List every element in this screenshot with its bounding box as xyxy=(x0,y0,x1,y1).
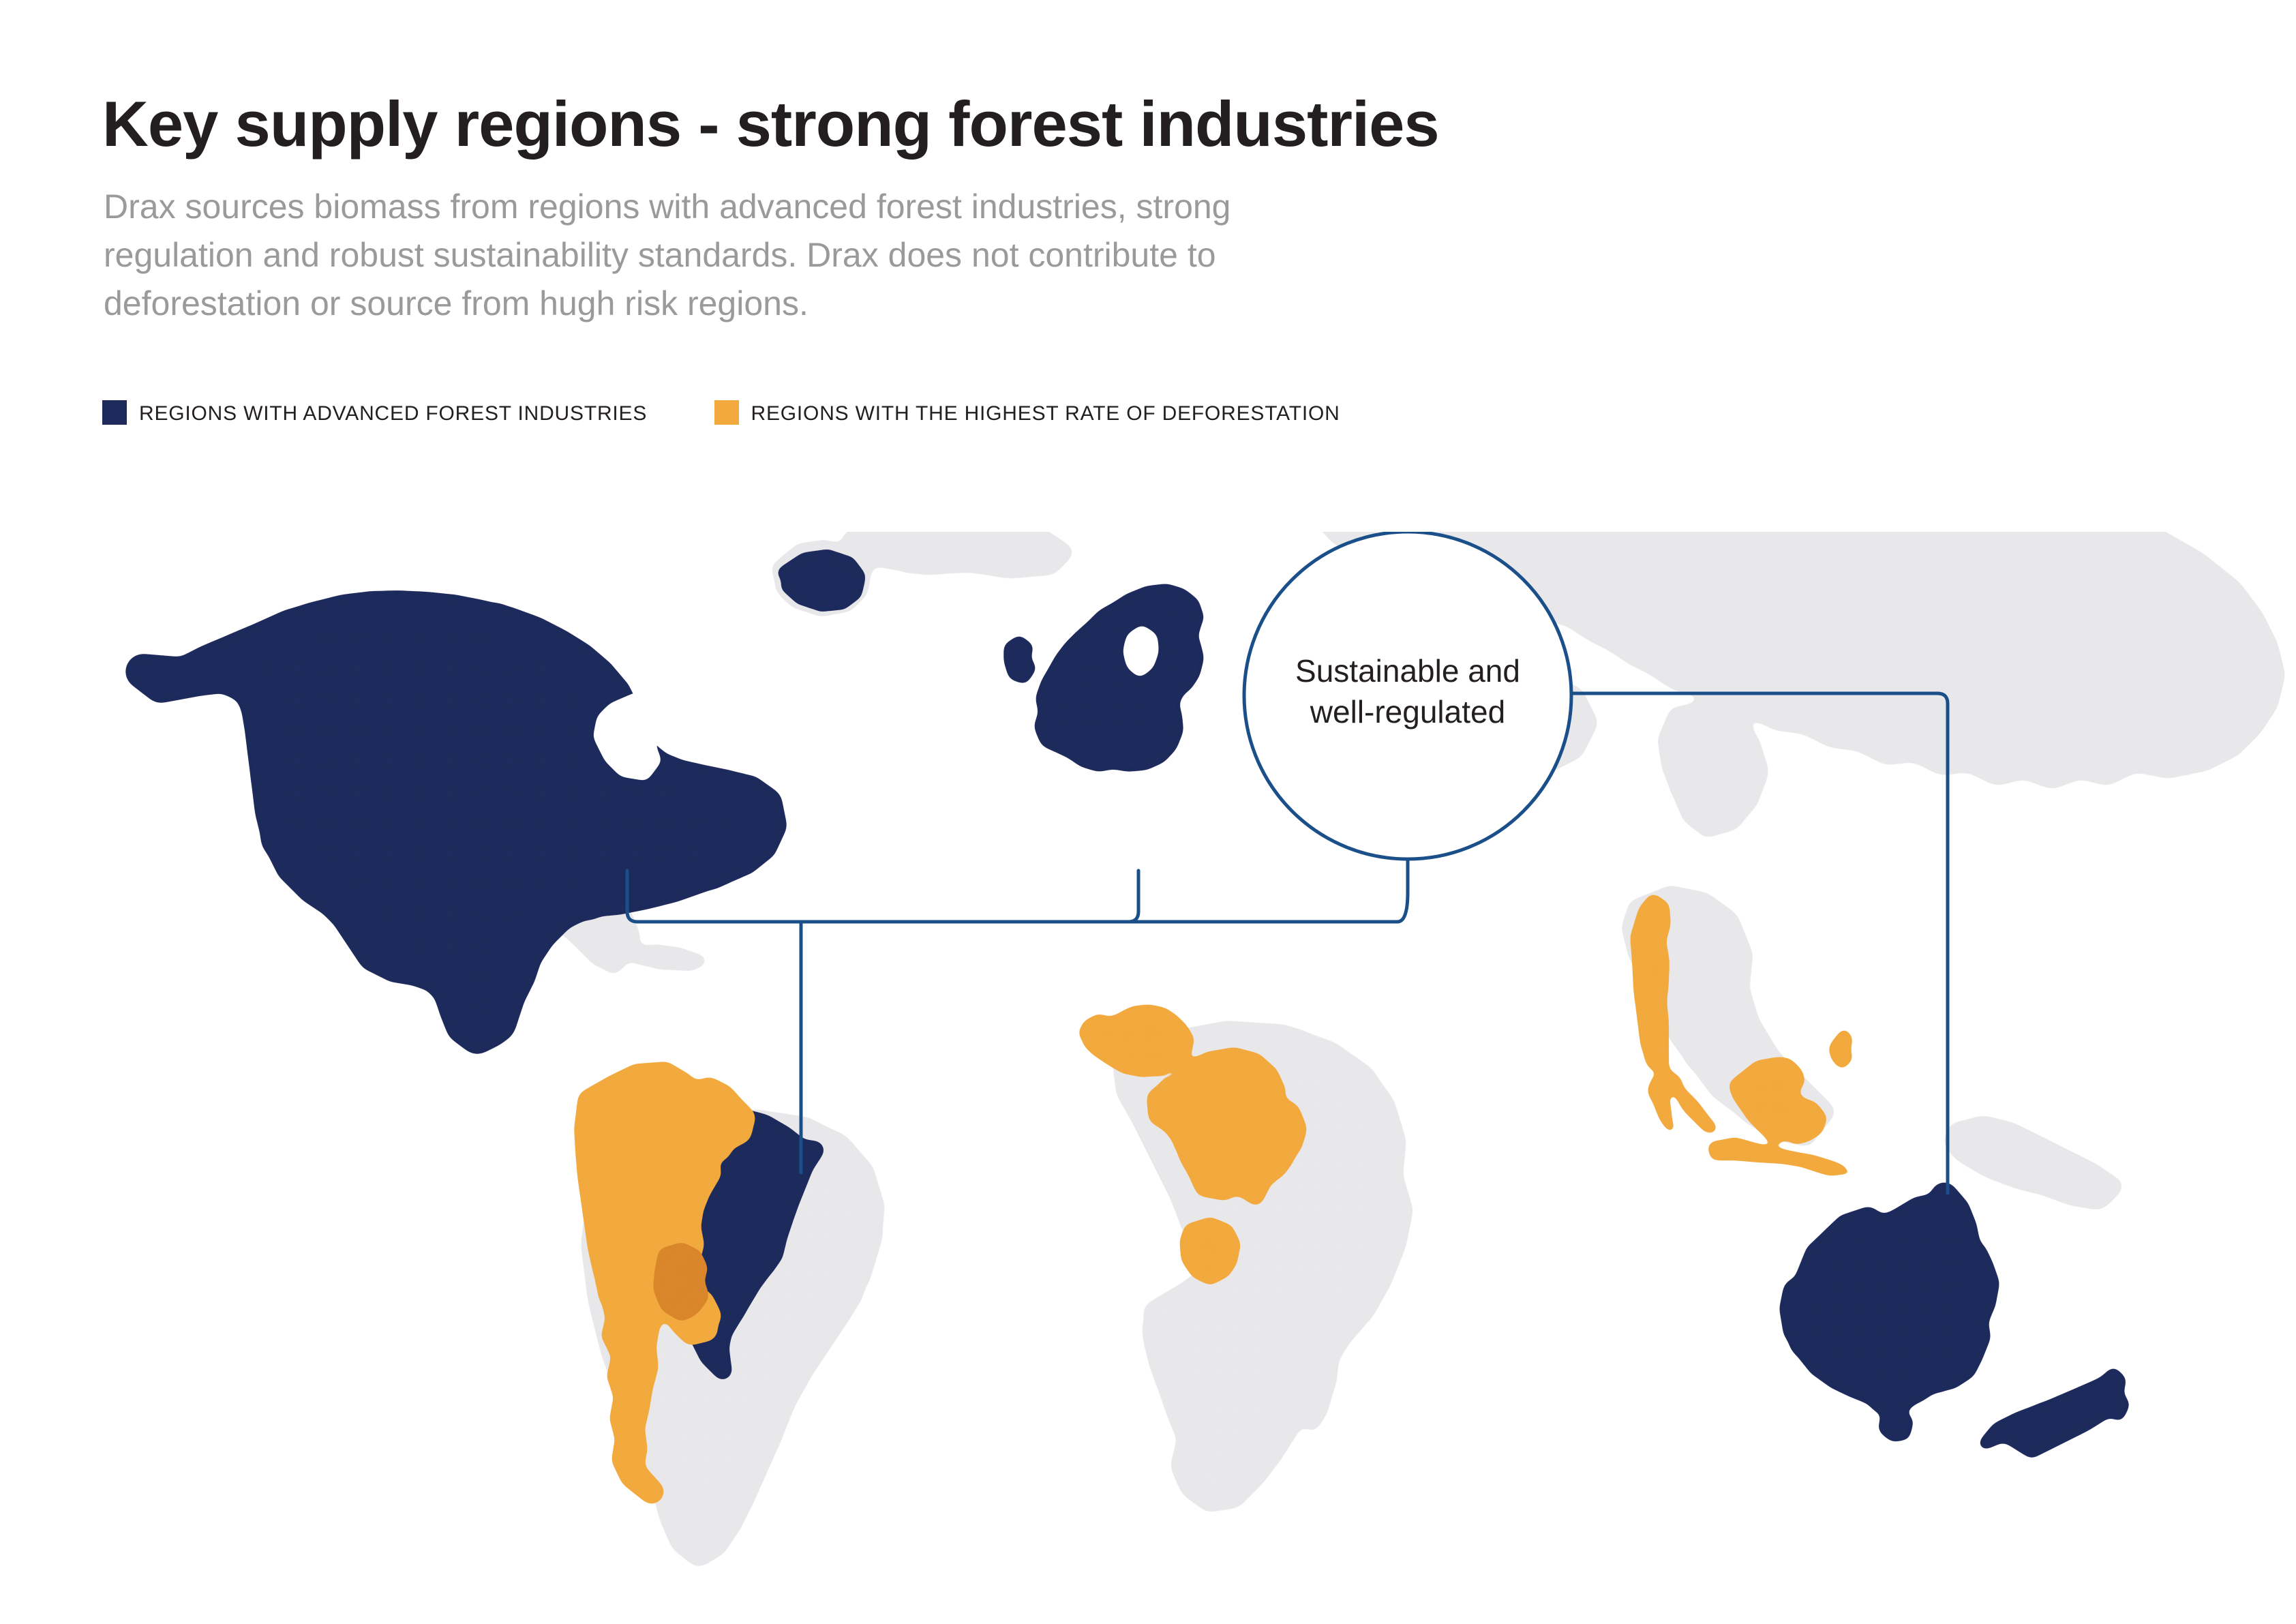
svg-text:Sustainable and: Sustainable and xyxy=(1295,653,1520,689)
svg-text:well-regulated: well-regulated xyxy=(1310,694,1505,730)
